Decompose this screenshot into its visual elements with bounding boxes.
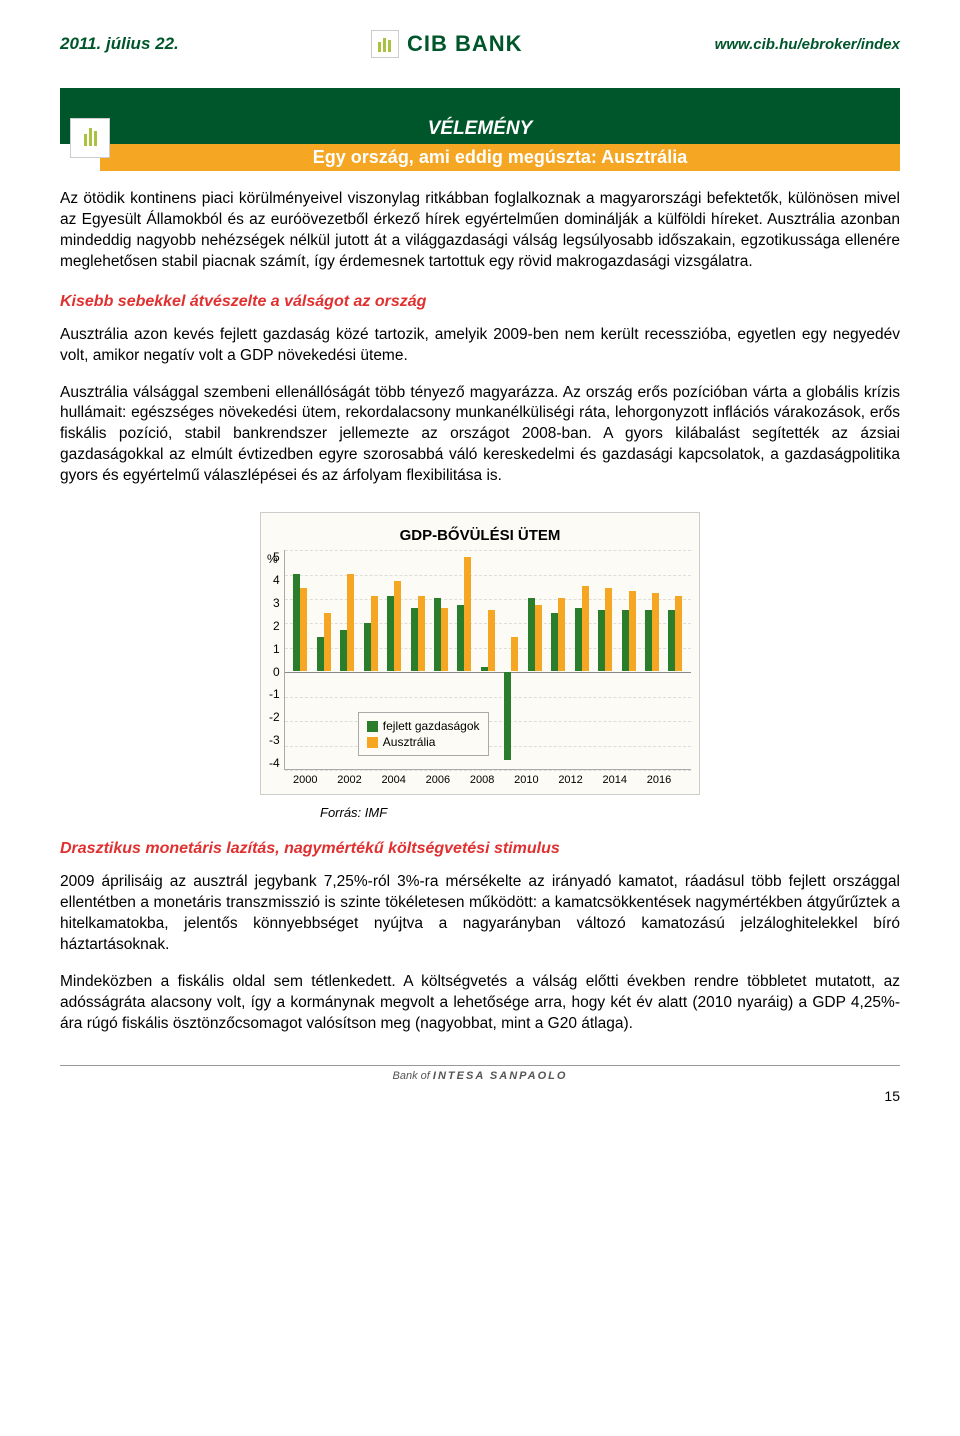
bar xyxy=(558,598,565,671)
legend-item-green: fejlett gazdaságok xyxy=(367,719,480,733)
y-tick: 2 xyxy=(273,619,280,633)
bar-group xyxy=(523,550,546,769)
bar xyxy=(668,610,675,671)
y-axis: 5 4 3 2 1 0 -1 -2 -3 -4 xyxy=(269,550,284,770)
bar-group xyxy=(289,550,312,769)
bar xyxy=(364,623,371,672)
intro-paragraph: Az ötödik kontinens piaci körülményeivel… xyxy=(60,189,900,273)
legend-item-orange: Ausztrália xyxy=(367,735,480,749)
bar-group xyxy=(546,550,569,769)
header-url: www.cib.hu/ebroker/index xyxy=(715,36,900,53)
paragraph-1: Ausztrália azon kevés fejlett gazdaság k… xyxy=(60,325,900,367)
footer-text: Bank of xyxy=(393,1070,430,1082)
x-tick: 2012 xyxy=(558,774,602,786)
y-tick: 4 xyxy=(273,573,280,587)
bar xyxy=(652,593,659,671)
bar xyxy=(645,610,652,671)
legend-swatch-green xyxy=(367,721,378,732)
y-tick: -1 xyxy=(269,687,280,701)
y-tick: 3 xyxy=(273,596,280,610)
bar-group xyxy=(570,550,593,769)
bank-name: CIB BANK xyxy=(407,31,523,57)
page-header: 2011. július 22. CIB BANK www.cib.hu/ebr… xyxy=(60,30,900,58)
page-footer: Bank of INTESA SANPAOLO xyxy=(60,1065,900,1082)
bar xyxy=(481,667,488,672)
bar xyxy=(411,608,418,672)
y-tick: -2 xyxy=(269,710,280,724)
bar xyxy=(293,574,300,672)
x-tick: 2006 xyxy=(426,774,470,786)
plot-area: fejlett gazdaságok Ausztrália xyxy=(284,550,691,770)
legend-label-orange: Ausztrália xyxy=(383,735,436,749)
chart-body: 5 4 3 2 1 0 -1 -2 -3 -4 fejlett gazdaságok Ausztr… xyxy=(269,550,691,770)
bar xyxy=(675,596,682,672)
bar xyxy=(488,610,495,671)
bar-group xyxy=(336,550,359,769)
bar xyxy=(629,591,636,672)
bar xyxy=(551,613,558,672)
bar xyxy=(418,596,425,672)
chart-legend: fejlett gazdaságok Ausztrália xyxy=(358,712,489,756)
x-tick: 2008 xyxy=(470,774,514,786)
header-date: 2011. július 22. xyxy=(60,34,179,54)
bank-logo: CIB BANK xyxy=(371,30,523,58)
x-tick: 2000 xyxy=(293,774,337,786)
y-tick: 1 xyxy=(273,642,280,656)
small-logo-icon xyxy=(70,118,110,158)
bar xyxy=(387,596,394,672)
bar-group xyxy=(312,550,335,769)
y-tick: -3 xyxy=(269,733,280,747)
paragraph-3: 2009 áprilisáig az ausztrál jegybank 7,2… xyxy=(60,872,900,956)
logo-icon xyxy=(371,30,399,58)
bar-group xyxy=(617,550,640,769)
y-tick: -4 xyxy=(269,756,280,770)
bar xyxy=(464,557,471,672)
paragraph-2: Ausztrália válsággal szembeni ellenállós… xyxy=(60,383,900,488)
y-tick: 0 xyxy=(273,665,280,679)
bar-group xyxy=(664,550,687,769)
article-title: Egy ország, ami eddig megúszta: Ausztrál… xyxy=(60,144,900,171)
bar-group xyxy=(593,550,616,769)
legend-swatch-orange xyxy=(367,737,378,748)
section-heading-1: Kisebb sebekkel átvészelte a válságot az… xyxy=(60,293,900,311)
chart-source: Forrás: IMF xyxy=(320,805,900,820)
x-tick: 2010 xyxy=(514,774,558,786)
bar xyxy=(457,605,464,671)
section-heading-2: Drasztikus monetáris lazítás, nagymérték… xyxy=(60,840,900,858)
bar xyxy=(504,672,511,760)
bar xyxy=(347,574,354,672)
velemeny-label: VÉLEMÉNY xyxy=(428,118,533,140)
chart-title: GDP-BŐVÜLÉSI ÜTEM xyxy=(269,527,691,544)
bar xyxy=(622,610,629,671)
x-axis: 200020022004200620082010201220142016 xyxy=(269,774,691,786)
bar xyxy=(441,608,448,672)
y-tick: 5 xyxy=(273,550,280,564)
x-tick: 2014 xyxy=(603,774,647,786)
bar xyxy=(371,596,378,672)
bar xyxy=(511,637,518,671)
bar xyxy=(434,598,441,671)
bar xyxy=(582,586,589,672)
bar xyxy=(300,588,307,671)
bar xyxy=(575,608,582,672)
x-tick: 2002 xyxy=(337,774,381,786)
gdp-chart: GDP-BŐVÜLÉSI ÜTEM % 543210-1-2-3-4 fejle… xyxy=(260,512,700,795)
bar xyxy=(324,613,331,672)
page-number: 15 xyxy=(60,1088,900,1104)
bar-group xyxy=(500,550,523,769)
bar xyxy=(317,637,324,671)
x-tick: 2004 xyxy=(381,774,425,786)
footer-logo: INTESA SANPAOLO xyxy=(433,1070,568,1082)
bar xyxy=(528,598,535,671)
bar xyxy=(535,605,542,671)
bar xyxy=(340,630,347,672)
bar xyxy=(605,588,612,671)
legend-label-green: fejlett gazdaságok xyxy=(383,719,480,733)
bar xyxy=(394,581,401,671)
x-tick: 2016 xyxy=(647,774,691,786)
paragraph-4: Mindeközben a fiskális oldal sem tétlenk… xyxy=(60,972,900,1035)
bar xyxy=(598,610,605,671)
section-header-bar: VÉLEMÉNY xyxy=(60,88,900,144)
bar-group xyxy=(640,550,663,769)
